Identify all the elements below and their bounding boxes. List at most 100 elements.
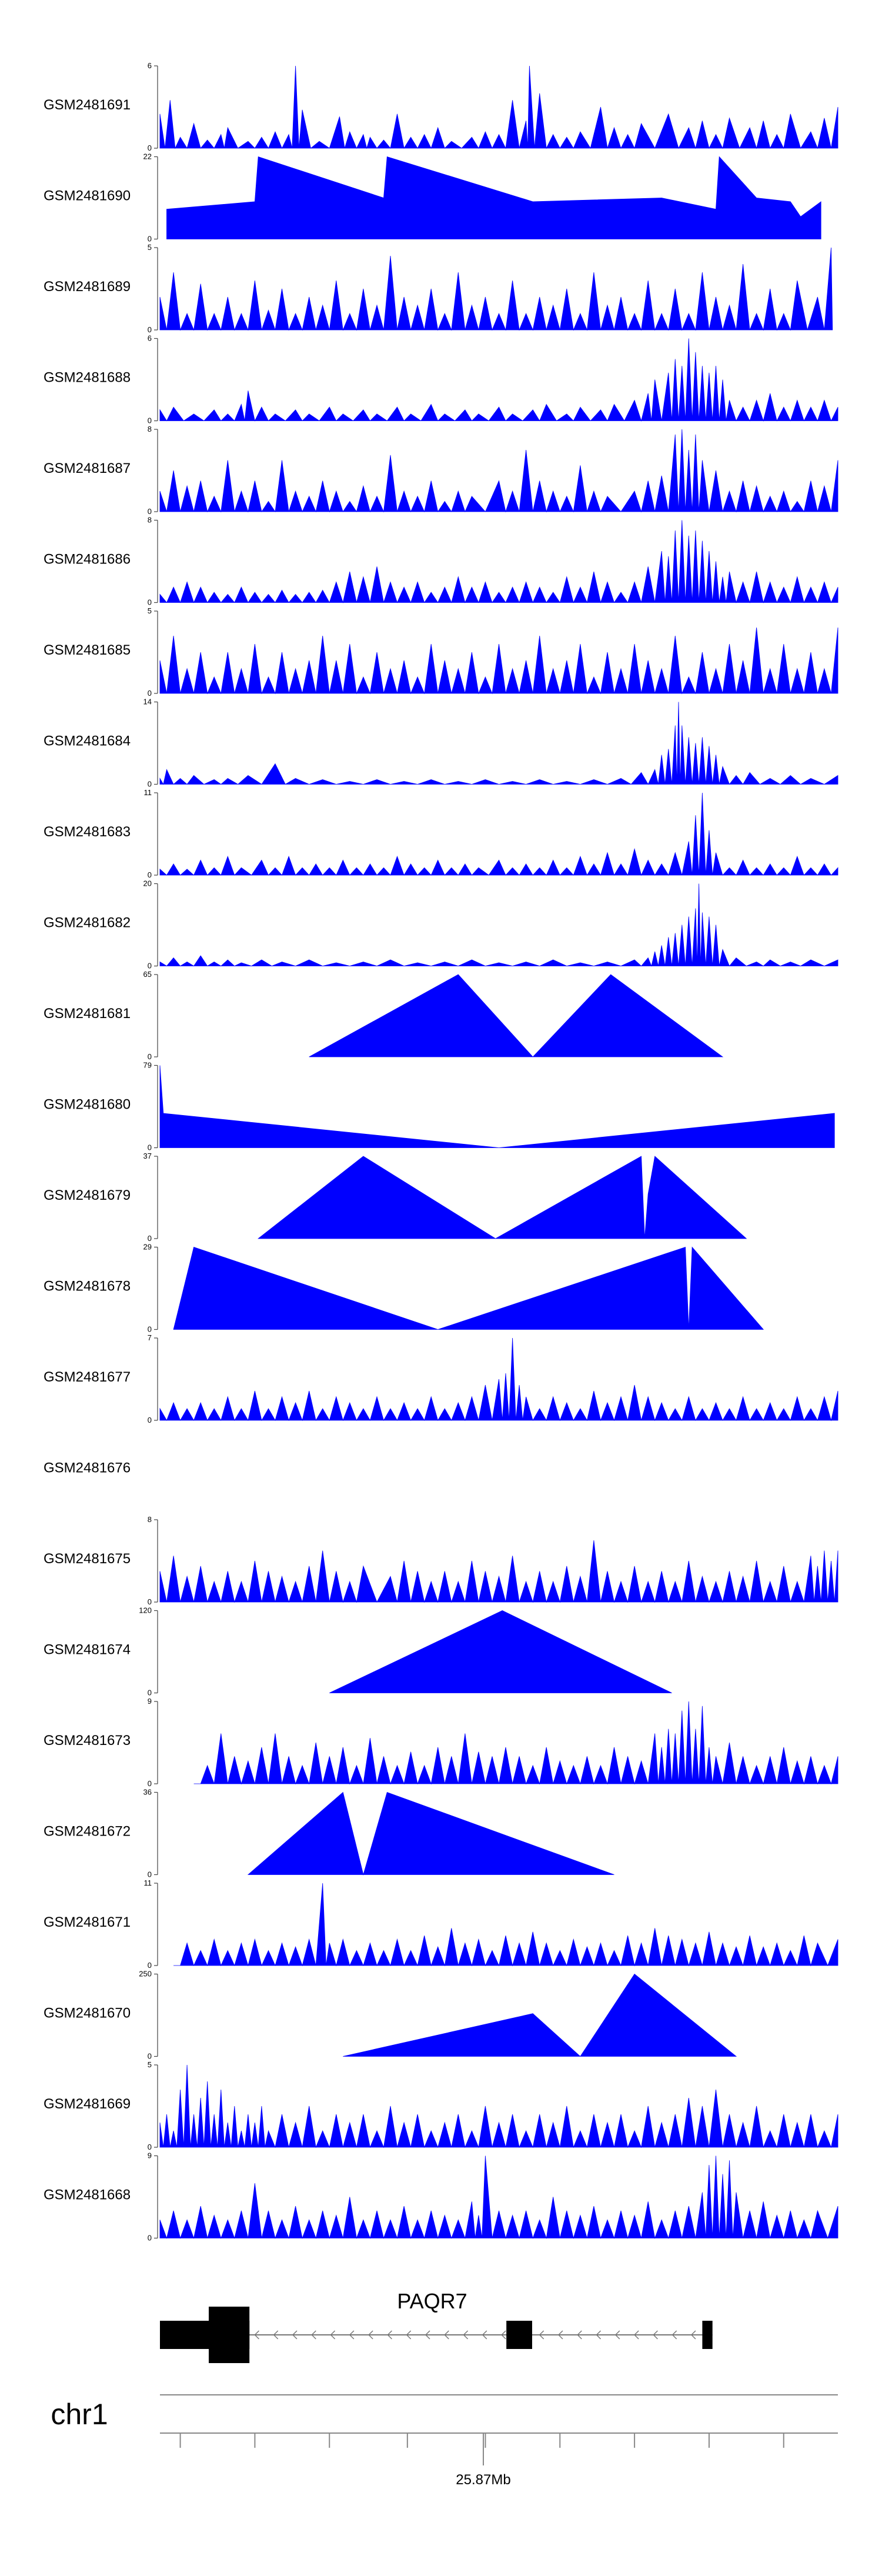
y-max-label: 8 [148, 425, 152, 433]
track-GSM2481678: GSM2481678 29 0 [44, 1243, 764, 1334]
y-min-label: 0 [148, 1234, 152, 1243]
y-min-label: 0 [148, 507, 152, 516]
track-label: GSM2481678 [44, 1279, 131, 1294]
y-min-label: 0 [148, 1325, 152, 1334]
track-label: GSM2481686 [44, 552, 131, 568]
track-GSM2481682: GSM2481682 20 0 [44, 879, 838, 970]
coverage-area [159, 1540, 838, 1603]
track-label: GSM2481670 [44, 2006, 131, 2021]
y-max-label: 7 [148, 1333, 152, 1342]
y-max-label: 11 [144, 1878, 152, 1887]
track-label: GSM2481673 [44, 1733, 131, 1749]
y-max-label: 120 [139, 1606, 152, 1615]
track-GSM2481680: GSM2481680 79 0 [44, 1061, 835, 1152]
gene-exon [506, 2321, 532, 2349]
coverage-area [258, 1156, 747, 1239]
coverage-area [159, 338, 838, 422]
track-GSM2481686: GSM2481686 8 0 [44, 516, 838, 607]
strand-arrow [690, 2330, 696, 2340]
strand-arrow [577, 2330, 582, 2340]
track-GSM2481677: GSM2481677 7 0 [44, 1333, 838, 1424]
y-min-label: 0 [148, 1052, 152, 1061]
y-min-label: 0 [148, 1779, 152, 1788]
y-min-label: 0 [148, 325, 152, 334]
track-GSM2481676: GSM2481676 [44, 1460, 131, 1476]
track-GSM2481684: GSM2481684 14 0 [44, 698, 838, 789]
chromosome-label: chr1 [51, 2398, 108, 2431]
track-label: GSM2481689 [44, 279, 131, 295]
y-max-label: 79 [143, 1061, 152, 1070]
strand-arrow [406, 2330, 412, 2340]
y-min-label: 0 [148, 1689, 152, 1697]
y-min-label: 0 [148, 870, 152, 879]
coverage-tracks: GSM248169160GSM2481690220GSM248168950GSM… [44, 61, 838, 2243]
y-min-label: 0 [148, 1143, 152, 1152]
strand-arrow [653, 2330, 658, 2340]
track-GSM2481673: GSM2481673 9 0 [44, 1697, 838, 1788]
strand-arrow [557, 2330, 563, 2340]
coverage-area [193, 1701, 838, 1785]
track-GSM2481685: GSM2481685 5 0 [44, 606, 838, 698]
gene-annotation-track: PAQR7 [160, 2289, 713, 2363]
track-label: GSM2481683 [44, 824, 131, 840]
y-max-label: 14 [143, 698, 152, 706]
track-GSM2481679: GSM2481679 37 0 [44, 1152, 747, 1243]
y-max-label: 8 [148, 1515, 152, 1524]
track-label: GSM2481685 [44, 642, 131, 658]
y-min-label: 0 [148, 780, 152, 789]
y-min-label: 0 [148, 689, 152, 698]
y-max-label: 36 [143, 1788, 152, 1797]
y-max-label: 5 [148, 243, 152, 252]
strand-arrow [634, 2330, 639, 2340]
coverage-area [247, 1791, 614, 1876]
genome-axis: chr1 25.87Mb [51, 2394, 838, 2488]
coverage-area [159, 1065, 835, 1148]
coverage-area [159, 883, 838, 967]
gene-exon [209, 2307, 250, 2363]
y-min-label: 0 [148, 962, 152, 970]
track-GSM2481681: GSM2481681 65 0 [44, 970, 724, 1061]
track-label: GSM2481674 [44, 1642, 131, 1658]
y-max-label: 22 [143, 152, 152, 161]
track-label: GSM2481684 [44, 733, 131, 749]
y-max-label: 6 [148, 61, 152, 70]
y-min-label: 0 [148, 2143, 152, 2151]
coverage-area [159, 627, 838, 695]
coverage-area [159, 520, 838, 604]
coverage-area [343, 1973, 737, 2057]
coverage-area [173, 1883, 838, 1967]
strand-arrow [387, 2330, 392, 2340]
track-GSM2481683: GSM2481683 11 0 [44, 788, 838, 879]
track-GSM2481690: GSM2481690 22 0 [44, 152, 821, 243]
strand-arrow [539, 2330, 544, 2340]
track-GSM2481671: GSM2481671 11 0 [44, 1878, 838, 1970]
strand-arrow [368, 2330, 373, 2340]
track-label: GSM2481682 [44, 915, 131, 931]
coverage-area [159, 2155, 838, 2240]
y-max-label: 9 [148, 1697, 152, 1706]
coverage-area [329, 1610, 672, 1693]
track-GSM2481687: GSM2481687 8 0 [44, 425, 838, 516]
track-GSM2481689: GSM2481689 5 0 [44, 243, 833, 334]
coverage-area [173, 1246, 764, 1330]
strand-arrow [273, 2330, 279, 2340]
track-label: GSM2481671 [44, 1914, 131, 1930]
y-min-label: 0 [148, 144, 152, 152]
strand-arrow [292, 2330, 298, 2340]
y-max-label: 20 [143, 879, 152, 888]
track-label: GSM2481669 [44, 2096, 131, 2112]
axis-tick-label: 25.87Mb [456, 2472, 510, 2488]
y-min-label: 0 [148, 1416, 152, 1424]
track-label: GSM2481679 [44, 1187, 131, 1203]
y-max-label: 11 [144, 788, 152, 797]
track-GSM2481691: GSM2481691 6 0 [44, 61, 838, 152]
track-label: GSM2481691 [44, 97, 131, 113]
track-label: GSM2481687 [44, 461, 131, 476]
y-min-label: 0 [148, 416, 152, 425]
coverage-area [309, 974, 724, 1057]
strand-arrow [349, 2330, 355, 2340]
track-GSM2481672: GSM2481672 36 0 [44, 1788, 614, 1879]
strand-arrow [501, 2330, 506, 2340]
y-max-label: 5 [148, 2060, 152, 2069]
